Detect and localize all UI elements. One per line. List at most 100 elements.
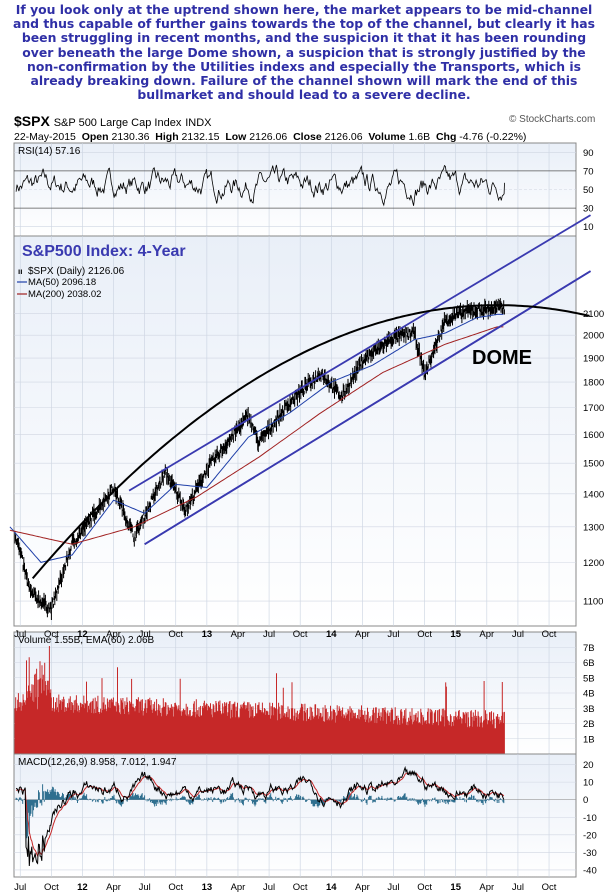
chart-annotation-title: S&P500 Index: 4-Year [22, 243, 186, 260]
stockcharts-logo: © StockCharts.com [509, 114, 596, 125]
dome-arc [31, 304, 590, 580]
chart-header: $SPX S&P 500 Large Cap Index INDX © Stoc… [14, 113, 595, 129]
x-tick-label-price: Oct [44, 629, 59, 640]
volume-y-tick: 7B [583, 643, 595, 654]
volume-bars [14, 646, 505, 754]
ma200-line [9, 326, 504, 545]
x-tick-label-macd: Oct [168, 882, 183, 893]
price-legend-marker: ıı [18, 267, 22, 276]
channel-lower-line-2 [144, 270, 591, 545]
price-legend-spx: $SPX (Daily) 2126.06 [28, 266, 125, 277]
rsi-panel [13, 142, 577, 237]
price-y-tick: 1500 [583, 459, 604, 470]
x-tick-label-macd: Jul [512, 882, 524, 893]
macd-legend: MACD(12,26,9) 8.958, 7.012, 1.947 [18, 757, 177, 768]
price-legend-ma50: MA(50) 2096.18 [28, 277, 96, 288]
price-bars [14, 298, 505, 620]
channel-upper-line [128, 214, 591, 492]
volume-y-tick: 3B [583, 704, 595, 715]
volume-y-tick: 6B [583, 658, 595, 669]
symbol: $SPX [14, 113, 50, 129]
x-tick-label-price: 13 [202, 629, 213, 640]
volume-legend: Volume 1.55B, EMA(60) 2.06B [18, 635, 155, 646]
x-tick-label-price: Oct [168, 629, 183, 640]
x-tick-label-macd: Jul [263, 882, 275, 893]
macd-y-tick: -30 [583, 848, 597, 859]
volume-y-tick: 1B [583, 734, 595, 745]
x-tick-label-macd: Apr [231, 882, 246, 893]
x-tick-label-price: Apr [355, 629, 370, 640]
macd-y-tick: -20 [583, 830, 597, 841]
x-tick-label-macd: Apr [106, 882, 121, 893]
close-value: 2126.06 [324, 131, 363, 143]
x-tick-label-macd: Jul [387, 882, 399, 893]
x-tick-label-price: 15 [450, 629, 461, 640]
x-tick-label-macd: Oct [542, 882, 557, 893]
x-tick-label-macd: Apr [479, 882, 494, 893]
x-tick-label-price: Jul [387, 629, 399, 640]
rsi-legend: RSI(14) 57.16 [18, 146, 81, 157]
price-y-tick: 2100 [583, 309, 604, 320]
x-tick-label-price: 12 [77, 629, 88, 640]
low-value: 2126.06 [249, 131, 288, 143]
price-y-tick: 1400 [583, 489, 604, 500]
macd-y-tick: -10 [583, 813, 597, 824]
volume-panel [13, 631, 577, 755]
rsi-line [15, 164, 505, 207]
x-tick-label-price: Apr [231, 629, 246, 640]
price-y-tick: 1900 [583, 354, 604, 365]
x-tick-label-macd: Apr [355, 882, 370, 893]
change-value: -4.76 (-0.22%) [459, 131, 527, 143]
price-y-tick: 1200 [583, 558, 604, 569]
x-tick-label-price: Apr [106, 629, 121, 640]
macd-y-tick: -40 [583, 865, 597, 876]
rsi-y-tick: 30 [583, 204, 594, 215]
price-legend-ma200: MA(200) 2038.02 [28, 289, 101, 300]
x-tick-label-macd: Oct [293, 882, 308, 893]
exchange: INDX [185, 117, 212, 129]
x-tick-label-macd: 13 [202, 882, 213, 893]
x-tick-label-price: Oct [417, 629, 432, 640]
price-y-tick: 1800 [583, 378, 604, 389]
x-tick-label-macd: Oct [417, 882, 432, 893]
rsi-y-tick: 90 [583, 148, 594, 159]
dome-annotation: DOME [472, 347, 532, 369]
x-tick-label-macd: Oct [44, 882, 59, 893]
x-tick-label-price: 14 [326, 629, 337, 640]
x-tick-label-price: Oct [293, 629, 308, 640]
x-tick-label-price: Jul [512, 629, 524, 640]
x-tick-label-price: Jul [263, 629, 275, 640]
ohlc-line: 22-May-2015 Open 2130.36 High 2132.15 Lo… [14, 131, 527, 143]
macd-y-tick: 20 [583, 760, 594, 771]
price-panel [9, 235, 577, 627]
rsi-y-tick: 10 [583, 222, 594, 233]
x-tick-label-price: Apr [479, 629, 494, 640]
open-value: 2130.36 [111, 131, 150, 143]
macd-y-tick: 10 [583, 778, 594, 789]
macd-panel-frame [13, 753, 577, 878]
index-name: S&P 500 Large Cap Index [53, 117, 182, 129]
price-y-tick: 2000 [583, 331, 604, 342]
volume-value: 1.6B [408, 131, 431, 143]
high-value: 2132.15 [181, 131, 220, 143]
x-tick-label-macd: Jul [14, 882, 26, 893]
price-y-tick: 1300 [583, 522, 604, 533]
volume-y-tick: 2B [583, 719, 595, 730]
macd-panel [13, 753, 577, 878]
macd-y-tick: 0 [583, 795, 588, 806]
date: 22-May-2015 [14, 131, 76, 143]
price-y-tick: 1100 [583, 597, 603, 608]
macd-line [15, 765, 505, 867]
ma50-line [9, 313, 504, 563]
x-tick-label-macd: Jul [139, 882, 151, 893]
rsi-y-tick: 50 [583, 185, 594, 196]
price-y-tick: 1700 [583, 403, 604, 414]
x-tick-label-price: Oct [542, 629, 557, 640]
x-tick-label-macd: 12 [77, 882, 88, 893]
x-tick-label-price: Jul [139, 629, 151, 640]
commentary-text: If you look only at the uptrend shown he… [12, 2, 596, 103]
volume-y-tick: 4B [583, 689, 595, 700]
price-y-tick: 1600 [583, 430, 604, 441]
volume-y-tick: 5B [583, 673, 595, 684]
